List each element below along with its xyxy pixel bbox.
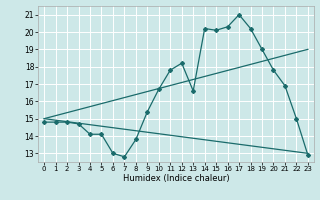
X-axis label: Humidex (Indice chaleur): Humidex (Indice chaleur) — [123, 174, 229, 183]
